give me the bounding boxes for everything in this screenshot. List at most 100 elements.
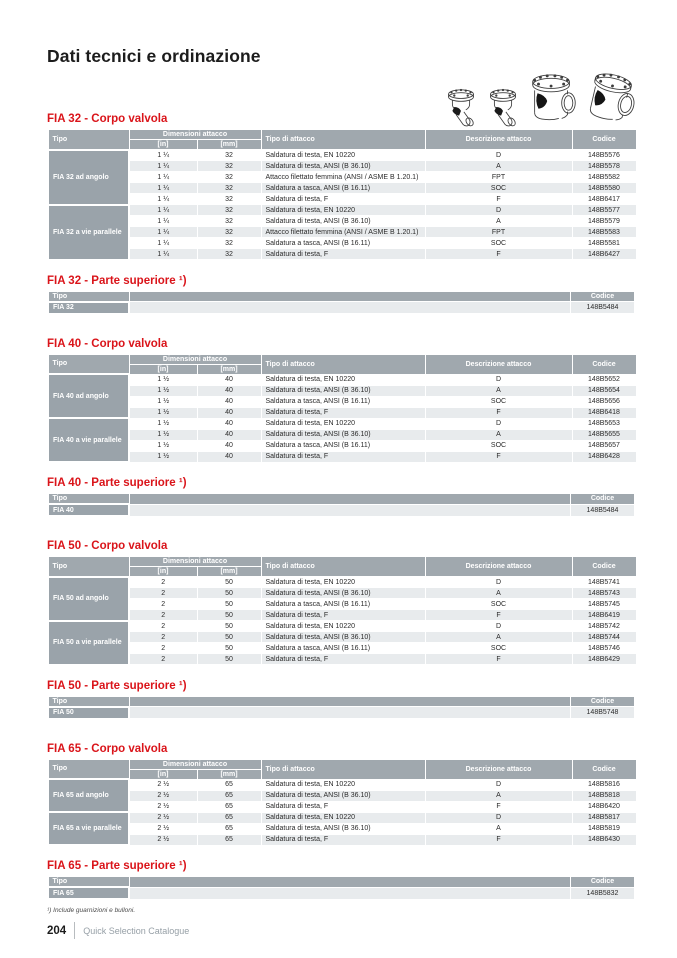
cell-codice: 148B5656 <box>571 395 637 408</box>
cell-codice: 148B5745 <box>571 598 637 610</box>
cell-tipo-attacco: Saldatura a tasca, ANSI (B 16.11) <box>260 237 426 249</box>
table-row: FIA 65 ad angolo 2 ½ 65 Saldatura di testa,… <box>47 778 637 813</box>
cell-mm: 40 <box>196 417 262 430</box>
header-spacer <box>128 493 571 505</box>
row-group-label: FIA 65 ad angolo <box>47 778 130 813</box>
cell-codice: 148B5817 <box>571 811 637 824</box>
cell-mm: 40 <box>196 406 262 419</box>
cell-tipo-attacco: Saldatura di testa, F <box>260 193 426 205</box>
section-heading: FIA 40 - Parte superiore ¹) <box>47 477 187 489</box>
globe-valve-drawing <box>532 74 576 121</box>
cell-mm: 32 <box>196 171 262 183</box>
cell-codice: 148B5484 <box>570 301 635 314</box>
cell-mm: 50 <box>196 587 262 599</box>
cell-in: 2 <box>128 631 198 643</box>
cell-tipo-attacco: Saldatura di testa, F <box>260 406 426 419</box>
cell-codice: 148B5653 <box>571 417 637 430</box>
header-row: Tipo Dimensioni attacco Tipo di attacco Des… <box>47 758 637 780</box>
cell-mm: 50 <box>196 642 262 654</box>
cell-descrizione: FPT <box>424 226 573 238</box>
col-header-descrizione-attacco: Descrizione attacco <box>424 758 573 780</box>
corpo-valvola-table: Tipo Dimensioni attacco Tipo di attacco Des… <box>47 758 637 846</box>
col-header-mm: [mm] <box>196 768 262 780</box>
cell-tipo-attacco: Saldatura di testa, EN 10220 <box>260 811 426 824</box>
cell-descrizione: F <box>424 833 573 846</box>
cell-tipo-attacco: Saldatura di testa, EN 10220 <box>260 373 426 386</box>
parte-superiore-table: Tipo Codice FIA 50 148B5748 <box>47 695 635 720</box>
cell-mm: 40 <box>196 384 262 397</box>
cell-descrizione: SOC <box>424 182 573 194</box>
col-header-descrizione-attacco: Descrizione attacco <box>424 353 573 375</box>
cell-descrizione: F <box>424 800 573 813</box>
cell-mm: 50 <box>196 609 262 621</box>
cell-mm: 65 <box>196 811 262 824</box>
cell-mm: 50 <box>196 653 262 665</box>
cell-in: 1 ½ <box>128 450 198 463</box>
col-header-in: [in] <box>128 768 198 780</box>
cell-descrizione: D <box>424 811 573 824</box>
cell-codice: 148B6419 <box>571 609 637 621</box>
col-header-codice: Codice <box>571 353 637 375</box>
col-header-tipo: Tipo <box>47 695 130 707</box>
cell-mm: 50 <box>196 576 262 588</box>
col-header-dimensioni-attacco: Dimensioni attacco <box>128 556 262 567</box>
table-row: 1 ¼ 32 Attacco filettato femmina (ANSI / A… <box>48 171 637 183</box>
cell-codice: 148B5743 <box>571 587 637 599</box>
table-row: 1 ½ 40 Saldatura a tasca, ANSI (B 16.11) SO… <box>48 439 637 452</box>
cell-tipo-attacco: Saldatura a tasca, ANSI (B 16.11) <box>260 439 426 452</box>
col-header-codice: Codice <box>570 493 635 505</box>
header-row: Tipo Dimensioni attacco Tipo di attacco Des… <box>47 129 637 150</box>
cell-codice: 148B5577 <box>571 204 637 216</box>
table-row: 2 50 Saldatura di testa, F F 148B6419 <box>48 609 637 621</box>
cell-in: 1 ¼ <box>128 149 198 161</box>
cell-tipo-attacco: Saldatura di testa, ANSI (B 36.10) <box>260 587 426 599</box>
col-header-in: [in] <box>128 363 198 375</box>
cell-in: 1 ½ <box>128 417 198 430</box>
table-row: 2 50 Saldatura di testa, ANSI (B 36.10) A 14… <box>48 587 637 599</box>
table-row: FIA 32 a vie parallele 1 ¼ 32 Saldatura di … <box>47 203 637 261</box>
corpo-valvola-table: Tipo Dimensioni attacco Tipo di attacco Des… <box>47 129 637 261</box>
footer-catalogue-name: Quick Selection Catalogue <box>83 925 190 936</box>
cell-mm: 32 <box>196 160 262 172</box>
cell-codice: 148B6430 <box>571 833 637 846</box>
cell-mm: 65 <box>196 833 262 846</box>
cell-in: 2 ½ <box>128 811 198 824</box>
cell-in: 2 <box>128 587 198 599</box>
cell-tipo-attacco: Saldatura di testa, F <box>260 653 426 665</box>
cell-in: 1 ¼ <box>128 171 198 183</box>
cell-in: 1 ½ <box>128 395 198 408</box>
row-group-label: FIA 32 a vie parallele <box>47 203 130 261</box>
spacer-cell <box>128 886 571 900</box>
cell-codice: 148B5583 <box>571 226 637 238</box>
col-header-codice: Codice <box>571 556 637 577</box>
col-header-mm: [mm] <box>196 139 262 150</box>
cell-descrizione: A <box>424 384 573 397</box>
cell-in: 2 <box>128 642 198 654</box>
table-row: FIA 50 ad angolo 2 50 Saldatura di testa, E… <box>47 575 637 622</box>
cell-tipo-attacco: Saldatura di testa, ANSI (B 36.10) <box>260 428 426 441</box>
col-header-tipo: Tipo <box>47 758 130 780</box>
cell-descrizione: D <box>424 373 573 386</box>
cell-descrizione: A <box>424 215 573 227</box>
cell-tipo-attacco: Saldatura di testa, ANSI (B 36.10) <box>260 631 426 643</box>
cell-descrizione: SOC <box>424 642 573 654</box>
row-group-label: FIA 50 a vie parallele <box>47 619 130 666</box>
cell-mm: 32 <box>196 226 262 238</box>
table-row: FIA 50 148B5748 <box>47 705 635 720</box>
cell-mm: 65 <box>196 789 262 802</box>
cell-descrizione: F <box>424 248 573 260</box>
cell-descrizione: D <box>424 417 573 430</box>
cell-tipo-attacco: Saldatura di testa, EN 10220 <box>260 620 426 632</box>
cell-descrizione: A <box>424 631 573 643</box>
table-row: 2 ½ 65 Saldatura di testa, F F 148B6430 <box>48 833 637 846</box>
cell-tipo-attacco: Saldatura di testa, ANSI (B 36.10) <box>260 384 426 397</box>
cell-descrizione: D <box>424 204 573 216</box>
cell-tipo-attacco: Saldatura di testa, ANSI (B 36.10) <box>260 822 426 835</box>
table-row: 1 ¼ 32 Saldatura a tasca, ANSI (B 16.11) SO… <box>48 237 637 249</box>
col-header-codice: Codice <box>571 758 637 780</box>
col-header-descrizione-attacco: Descrizione attacco <box>424 129 573 150</box>
sections-container: FIA 32 - Corpo valvola Tipo Dimensioni att… <box>47 113 637 900</box>
cell-mm: 50 <box>196 598 262 610</box>
cell-in: 1 ¼ <box>128 215 198 227</box>
col-header-tipo: Tipo <box>47 290 130 302</box>
